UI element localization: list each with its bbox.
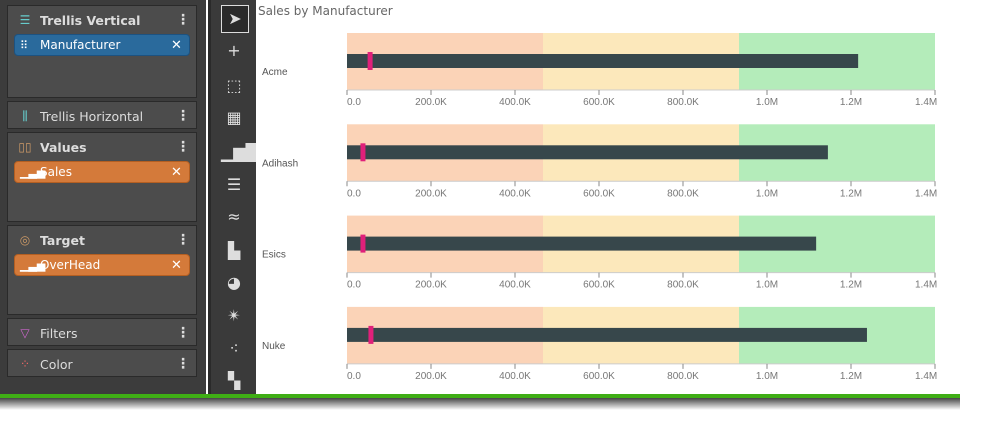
tick-label: 800.0K	[667, 97, 699, 108]
values-section: ▯▯ Values ⋮ ▁▃▅ Sales ✕	[7, 132, 197, 222]
target-marker	[360, 234, 366, 253]
pill-label: OverHead	[40, 258, 101, 272]
field-wells-panel: ☰ Trellis Vertical ⋮ ⠿ Manufacturer ✕ ⫼ Trell…	[0, 0, 206, 395]
target-marker	[367, 52, 373, 70]
tick-label: 200.0K	[415, 280, 447, 291]
tick-label: 1.4M	[915, 188, 937, 199]
treemap-chart-icon[interactable]: ▚	[227, 371, 241, 390]
section-label: Target	[40, 232, 85, 248]
tick-label: 800.0K	[667, 188, 699, 199]
color-section: ⁘ Color ⋮	[7, 349, 197, 377]
filter-icon: ▽	[20, 326, 30, 340]
tick-label: 0.0	[347, 97, 361, 108]
value-bar	[347, 145, 828, 160]
remove-icon[interactable]: ✕	[171, 37, 182, 53]
tick-label: 1.4M	[915, 280, 937, 291]
chart-title: Sales by Manufacturer	[258, 4, 393, 18]
section-label: Trellis Horizontal	[40, 108, 144, 124]
tick-label: 1.2M	[840, 188, 862, 199]
color-palette-icon: ⁘	[19, 357, 31, 371]
section-label: Filters	[40, 325, 78, 341]
menu-icon[interactable]: ⋮	[176, 325, 190, 341]
tick-label: 600.0K	[583, 280, 615, 291]
category-label: Esics	[262, 250, 286, 261]
overhead-pill[interactable]: ▁▃▅ OverHead ✕	[14, 254, 190, 276]
menu-icon[interactable]: ⋮	[176, 356, 190, 372]
tick-label: 200.0K	[415, 188, 447, 199]
tick-label: 400.0K	[499, 97, 531, 108]
values-icon: ▯▯	[18, 140, 32, 154]
chart-plot: Acme 0.0 200.0K 400.0K 600.0K 800.0K 1.0M 1.2M 1…	[262, 33, 937, 382]
scatter-chart-icon[interactable]: ⁖	[229, 339, 239, 358]
manufacturer-pill[interactable]: ⠿ Manufacturer ✕	[14, 34, 190, 56]
line-chart-icon[interactable]: ≈	[227, 207, 241, 226]
area-chart-icon[interactable]: ▙	[227, 241, 241, 260]
table-chart-icon[interactable]: ▦	[226, 108, 242, 127]
tick-label: 600.0K	[583, 371, 615, 382]
target-icon: ◎	[19, 233, 31, 247]
section-label: Values	[40, 139, 87, 155]
category-label: Adihash	[262, 158, 298, 169]
remove-icon[interactable]: ✕	[171, 257, 182, 273]
tick-label: 1.2M	[840, 371, 862, 382]
tick-label: 1.0M	[756, 97, 778, 108]
torn-edge-shadow	[0, 398, 960, 410]
pie-chart-icon[interactable]: ◕	[227, 273, 241, 292]
tick-label: 1.0M	[756, 371, 778, 382]
category-label: Nuke	[262, 341, 286, 352]
tick-label: 0.0	[347, 188, 361, 199]
tick-label: 800.0K	[667, 280, 699, 291]
target-marker	[368, 325, 374, 344]
window-edge	[0, 394, 960, 398]
tick-label: 400.0K	[499, 188, 531, 199]
add-pointer-icon[interactable]: +	[227, 41, 241, 60]
menu-icon[interactable]: ⋮	[176, 108, 190, 124]
tick-label: 400.0K	[499, 280, 531, 291]
tick-label: 800.0K	[667, 371, 699, 382]
trellis-horizontal-section: ⫼ Trellis Horizontal ⋮	[7, 101, 197, 129]
trellis-vertical-section: ☰ Trellis Vertical ⋮ ⠿ Manufacturer ✕	[7, 5, 197, 98]
filters-section: ▽ Filters ⋮	[7, 318, 197, 346]
section-label: Color	[40, 356, 73, 372]
trellis-horizontal-icon: ⫼	[22, 108, 28, 123]
tick-label: 200.0K	[415, 371, 447, 382]
section-label: Trellis Vertical	[40, 12, 141, 28]
target-marker	[360, 143, 366, 162]
tick-label: 1.4M	[915, 97, 937, 108]
value-bar	[347, 236, 817, 251]
tick-label: 400.0K	[499, 371, 531, 382]
value-bar	[347, 327, 867, 342]
tick-label: 600.0K	[583, 188, 615, 199]
dimension-icon: ⠿	[20, 38, 29, 52]
tick-label: 200.0K	[415, 97, 447, 108]
tick-label: 0.0	[347, 371, 361, 382]
category-label: Acme	[262, 67, 288, 78]
pill-label: Manufacturer	[40, 38, 121, 52]
menu-icon[interactable]: ⋮	[176, 12, 190, 28]
select-pointer-icon[interactable]: ➤	[221, 5, 249, 33]
pill-label: Sales	[40, 165, 72, 179]
chart-type-toolbar: ➤ + ⬚ ▦ ▁▆█ ☰ ≈ ▙ ◕ ✴ ⁖ ▚	[208, 0, 258, 395]
value-bar	[347, 54, 859, 68]
menu-icon[interactable]: ⋮	[176, 139, 190, 155]
sales-pill[interactable]: ▁▃▅ Sales ✕	[14, 161, 190, 183]
menu-icon[interactable]: ⋮	[176, 232, 190, 248]
marquee-select-icon[interactable]: ⬚	[226, 76, 242, 95]
bar-chart-icon[interactable]: ☰	[226, 175, 242, 194]
tick-label: 1.2M	[840, 280, 862, 291]
tick-label: 1.2M	[840, 97, 862, 108]
measure-icon: ▁▃▅	[20, 258, 46, 272]
tick-label: 0.0	[347, 280, 361, 291]
bullet-chart: Sales by Manufacturer Acme 0.0 200.0K 400.0…	[256, 0, 956, 395]
tick-label: 1.4M	[915, 371, 937, 382]
column-chart-icon[interactable]: ▁▆█	[221, 143, 258, 162]
trellis-vertical-icon: ☰	[19, 13, 31, 27]
tick-label: 1.0M	[756, 188, 778, 199]
tick-label: 1.0M	[756, 280, 778, 291]
target-section: ◎ Target ⋮ ▁▃▅ OverHead ✕	[7, 225, 197, 315]
tick-label: 600.0K	[583, 97, 615, 108]
radar-chart-icon[interactable]: ✴	[227, 306, 241, 325]
measure-icon: ▁▃▅	[20, 165, 46, 179]
remove-icon[interactable]: ✕	[171, 164, 182, 180]
